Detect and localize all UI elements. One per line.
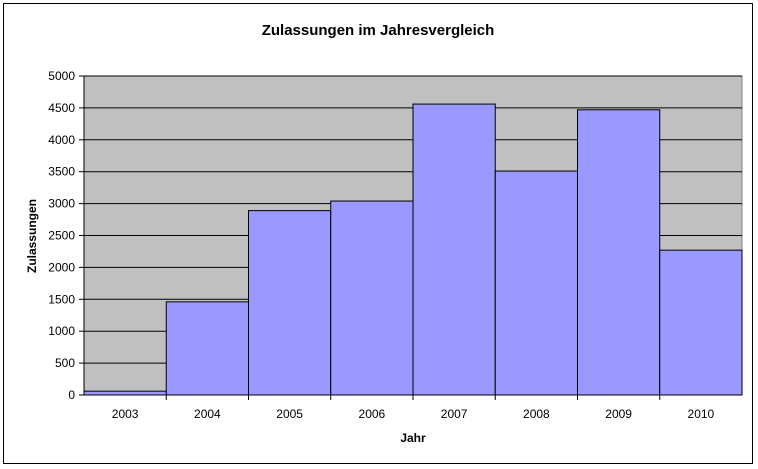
x-axis-title: Jahr [400,431,426,445]
x-tick-label: 2003 [112,407,139,421]
y-tick-label: 1000 [48,324,75,338]
x-tick-label: 2009 [605,407,632,421]
x-tick-label: 2008 [523,407,550,421]
y-tick-label: 3000 [48,197,75,211]
y-tick-labels: 0 500 1000 1500 2000 2500 3000 3500 4000 4500 5000 [48,69,84,402]
x-tick-label: 2006 [359,407,386,421]
x-tick-label: 2007 [441,407,468,421]
x-tick-label: 2010 [688,407,715,421]
bar-2007 [412,103,496,396]
y-tick-label: 5000 [48,69,75,83]
y-tick-label: 4500 [48,101,75,115]
y-tick-label: 2500 [48,229,75,243]
y-axis-title: Zulassungen [25,199,39,273]
y-tick-label: 3500 [48,165,75,179]
x-tick-label: 2005 [276,407,303,421]
bar-2009 [577,109,661,396]
chart-title: Zulassungen im Jahresvergleich [262,22,495,39]
y-tick-label: 500 [55,356,75,370]
bars [83,103,743,396]
y-tick-label: 2000 [48,260,75,274]
y-tick-label: 0 [68,388,75,402]
bar-2003 [83,390,167,396]
bar-2005 [248,210,332,396]
bar-2010 [659,249,743,396]
y-tick-label: 4000 [48,133,75,147]
bar-2008 [494,170,578,396]
x-tick-label: 2004 [194,407,221,421]
bar-2004 [165,301,249,396]
x-tick-labels: 2003 2004 2005 2006 2007 2008 2009 2010 [112,395,715,421]
bar-2006 [330,200,414,396]
y-tick-label: 1500 [48,292,75,306]
